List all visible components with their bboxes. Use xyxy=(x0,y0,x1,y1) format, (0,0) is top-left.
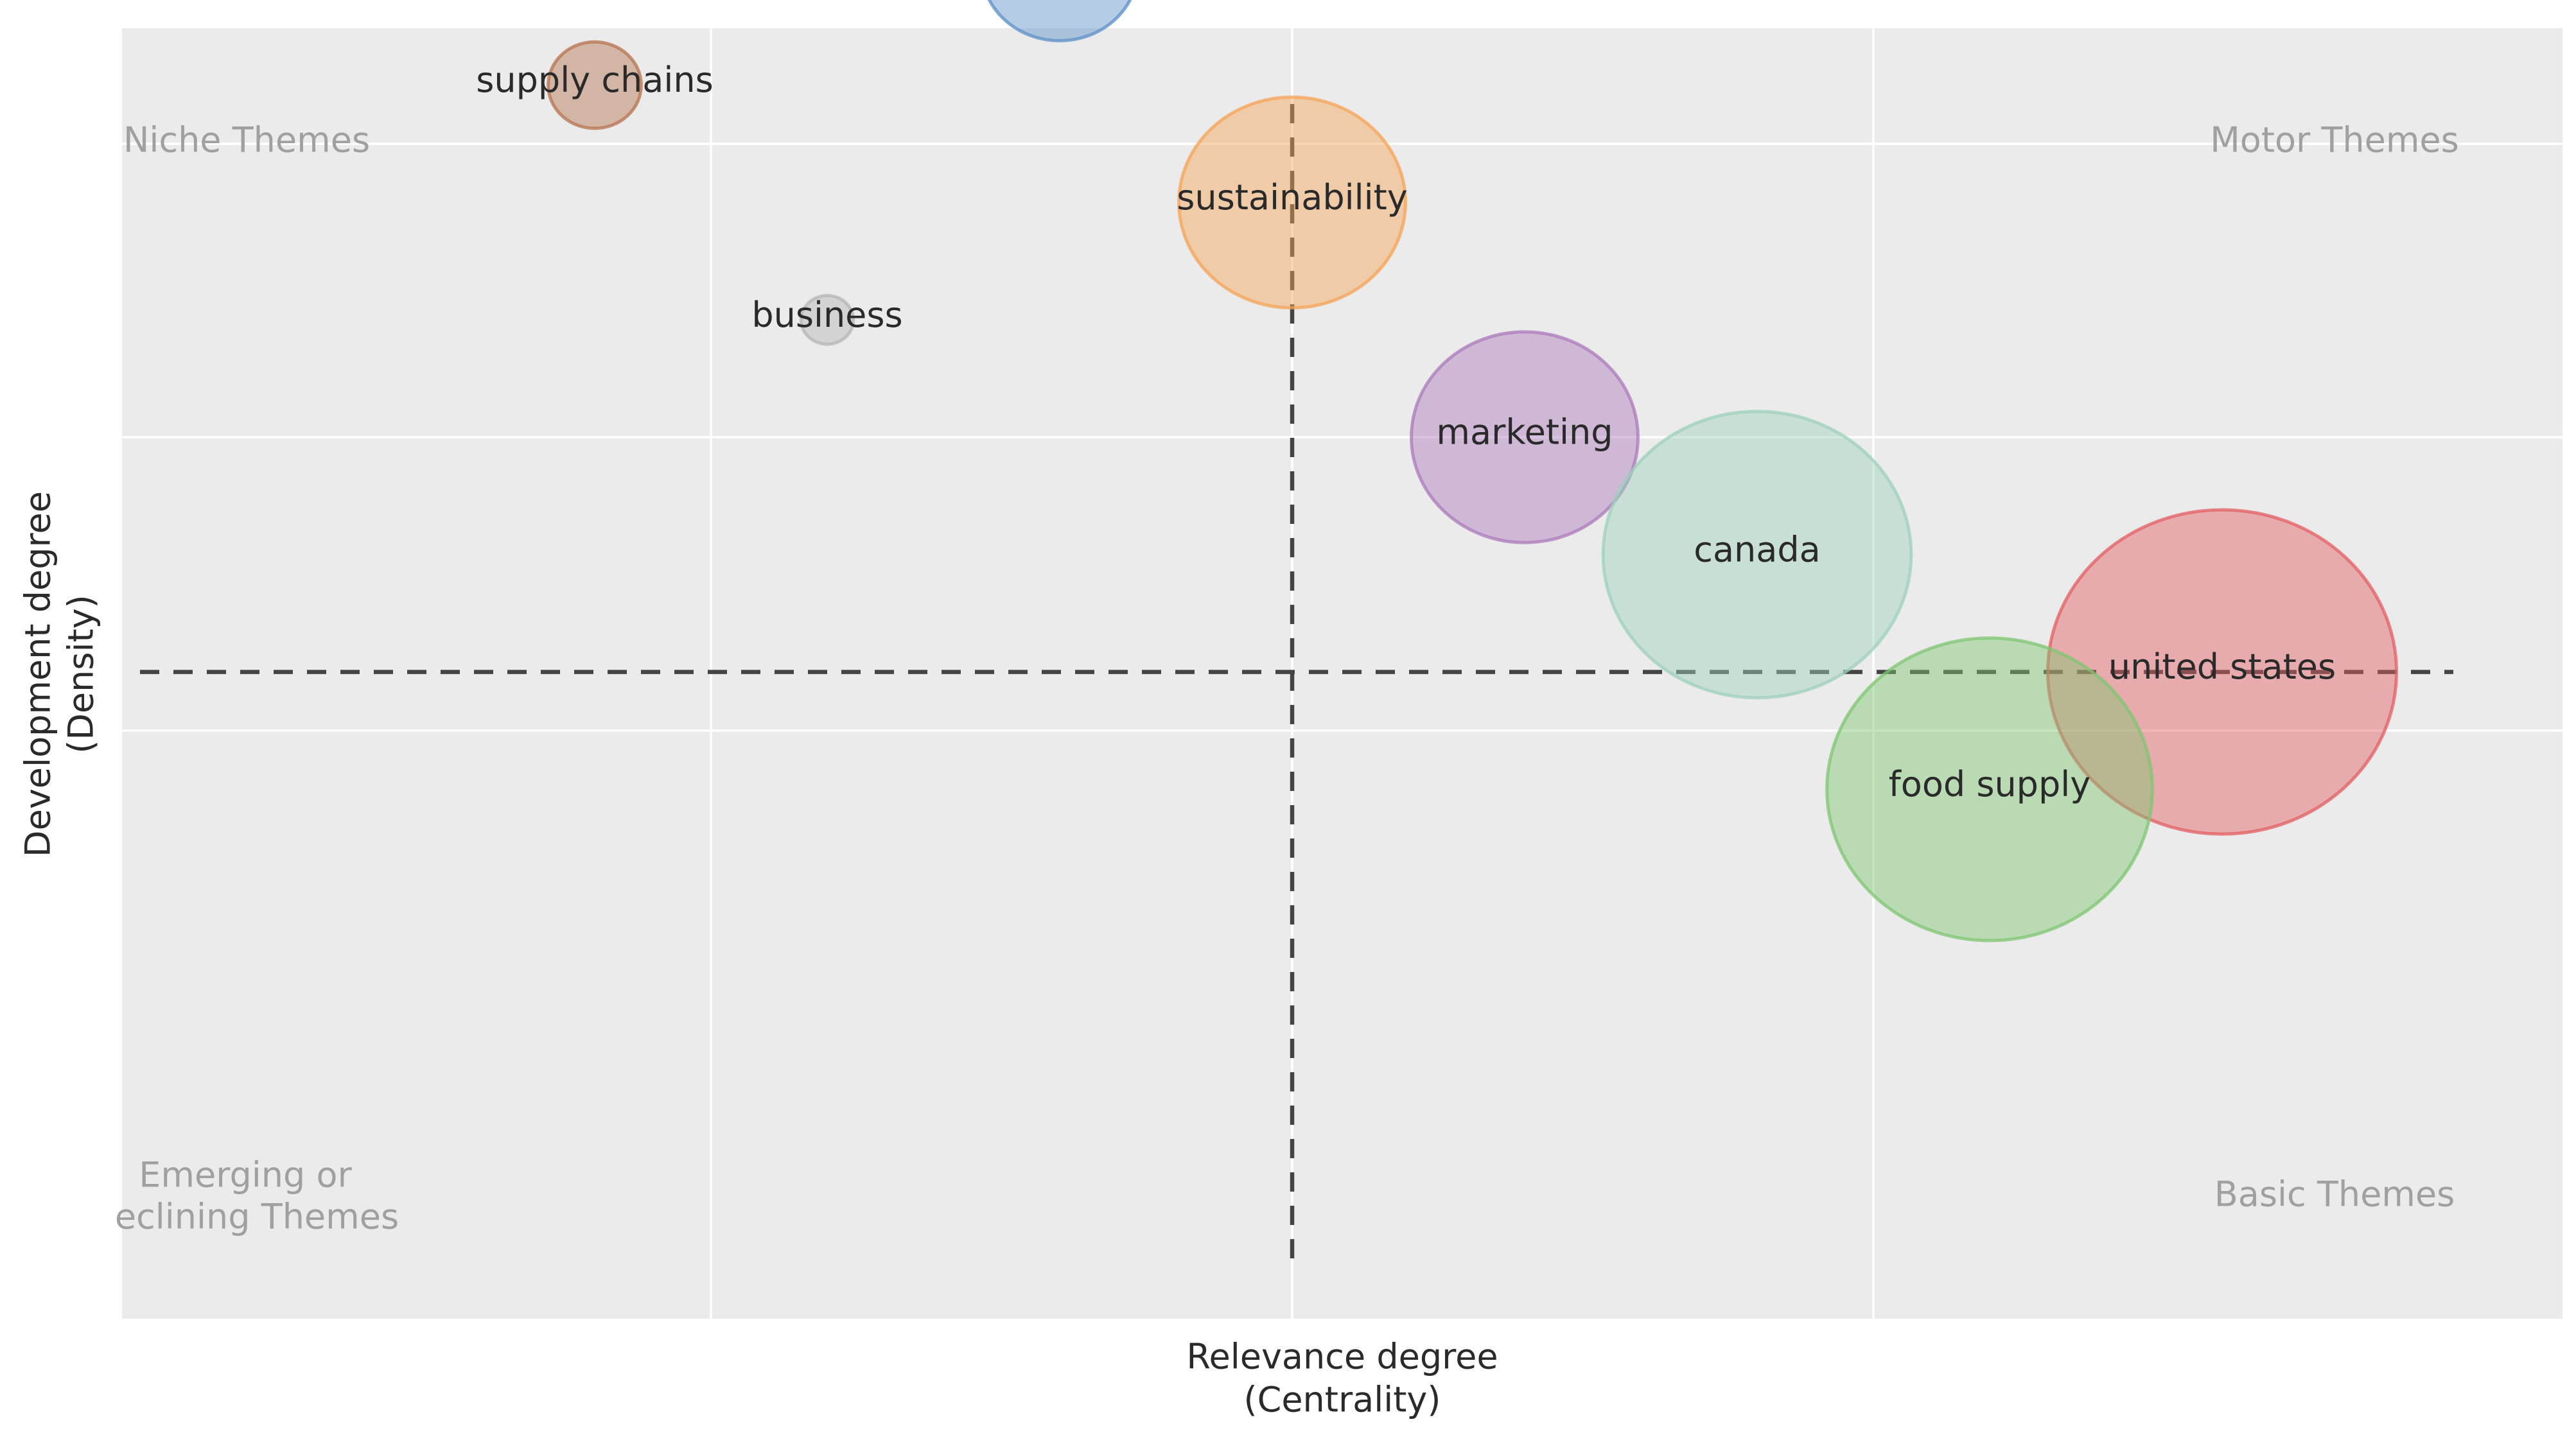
bubble-supply-chains[interactable] xyxy=(547,40,643,130)
bubble-business[interactable] xyxy=(799,293,855,346)
bubble-label-food-supply: food supply xyxy=(1889,764,2090,804)
bubble-label-business: business xyxy=(751,295,902,335)
y-axis-title-line1: Development degree xyxy=(18,491,58,857)
bubble-label-united-states: united states xyxy=(2108,647,2336,687)
bubble-united-states[interactable] xyxy=(2046,508,2398,836)
bubble-human[interactable] xyxy=(981,0,1138,42)
y-axis-title-line2: (Density) xyxy=(61,595,101,753)
quadrant-label-niche: Niche Themes xyxy=(123,120,370,161)
bubble-label-canada: canada xyxy=(1694,529,1820,569)
bubble-marketing[interactable] xyxy=(1410,330,1640,544)
bubble-canada[interactable] xyxy=(1601,410,1913,700)
bubble-label-supply-chains: supply chains xyxy=(476,60,713,100)
x-axis-title-line1: Relevance degree xyxy=(1186,1337,1498,1377)
quadrant-label-emerging-line1: Emerging or xyxy=(139,1155,352,1195)
quadrant-label-motor: Motor Themes xyxy=(2210,120,2459,161)
x-axis-title-line2: (Centrality) xyxy=(1244,1380,1441,1420)
quadrant-label-basic: Basic Themes xyxy=(2214,1174,2455,1215)
quadrant-label-emerging-line2: eclining Themes xyxy=(115,1197,399,1237)
reference-lines xyxy=(140,104,2453,1258)
bubble-label-layer: humansupply chainssustainabilitybusiness… xyxy=(476,60,2336,804)
bubble-sustainability[interactable] xyxy=(1177,95,1407,310)
bubble-label-sustainability: sustainability xyxy=(1177,177,1408,218)
bubble-label-marketing: marketing xyxy=(1436,412,1613,453)
bubble-layer xyxy=(547,0,2398,942)
bubble-food-supply[interactable] xyxy=(1825,636,2154,942)
